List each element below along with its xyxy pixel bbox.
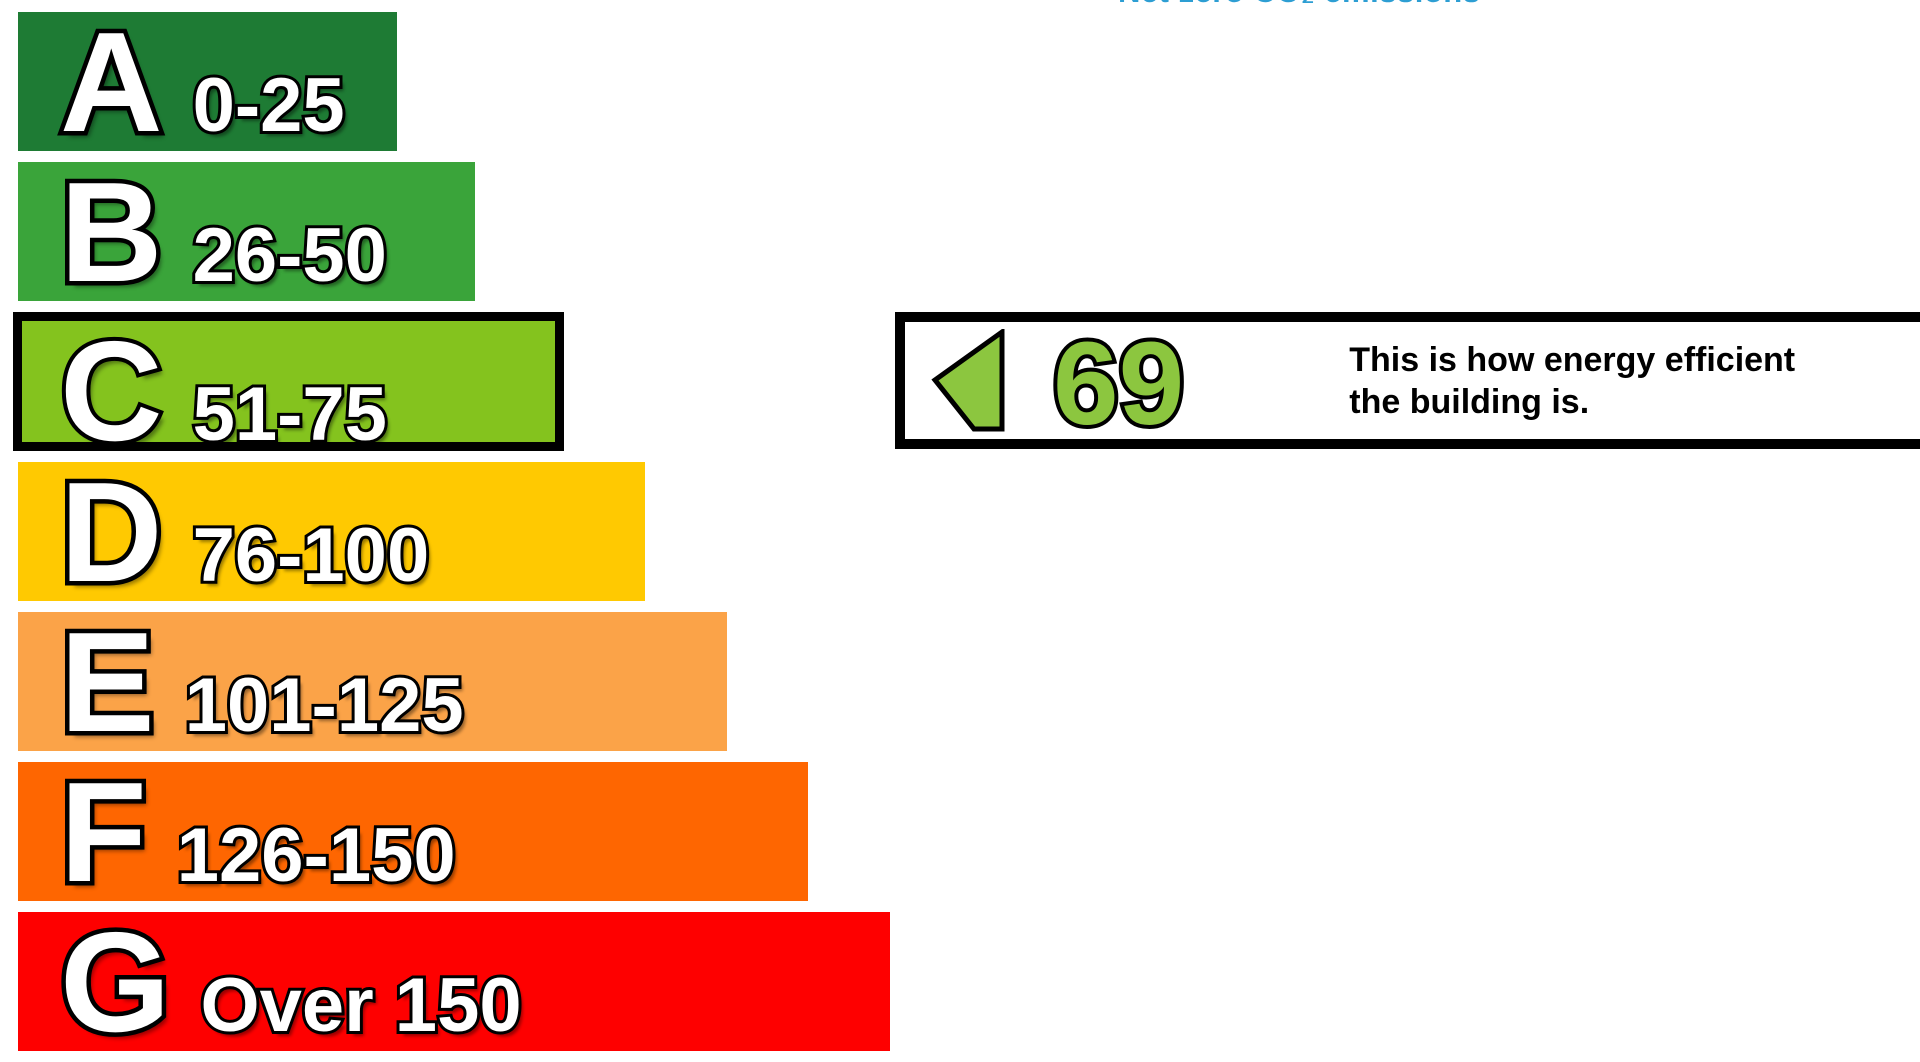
- band-letter: A: [56, 3, 168, 162]
- band-letter: E: [56, 603, 160, 762]
- band-letter: D: [56, 453, 168, 612]
- epc-band-e: E 101-125: [18, 603, 727, 762]
- band-letter: B: [56, 153, 168, 312]
- rating-value: 69: [1049, 317, 1188, 450]
- epc-band-a: A 0-25: [18, 3, 397, 162]
- left-arrow-icon: [931, 329, 1005, 432]
- left-arrow-shape: [931, 329, 1005, 432]
- rating-caption: This is how energy efficient the buildin…: [1349, 339, 1795, 423]
- band-range: 26-50: [190, 213, 390, 298]
- band-range: Over 150: [197, 963, 524, 1048]
- epc-band-f: F 126-150: [18, 753, 808, 912]
- epc-band-g: G Over 150: [18, 903, 890, 1062]
- band-range: 51-75: [190, 372, 390, 457]
- rating-caption-line2: the building is.: [1349, 382, 1590, 421]
- band-letter: C: [56, 312, 167, 471]
- band-range: 126-150: [174, 813, 459, 898]
- epc-band-c-highlighted: C 51-75: [13, 312, 564, 467]
- net-zero-caption: Net zero CO₂ emissions: [1118, 0, 1480, 10]
- band-letter: G: [55, 903, 174, 1062]
- rating-pointer-box: 69 This is how energy efficient the buil…: [895, 312, 1920, 449]
- band-letter: F: [56, 753, 152, 912]
- epc-band-b: B 26-50: [18, 153, 475, 312]
- epc-band-d: D 76-100: [18, 453, 645, 612]
- band-range: 76-100: [190, 513, 433, 598]
- band-range: 101-125: [182, 663, 467, 748]
- band-range: 0-25: [190, 63, 348, 148]
- rating-bands-column: A 0-25 B 26-50 C 51-75 D 76-100 E 101-12…: [13, 3, 890, 1062]
- rating-caption-line1: This is how energy efficient: [1349, 340, 1796, 379]
